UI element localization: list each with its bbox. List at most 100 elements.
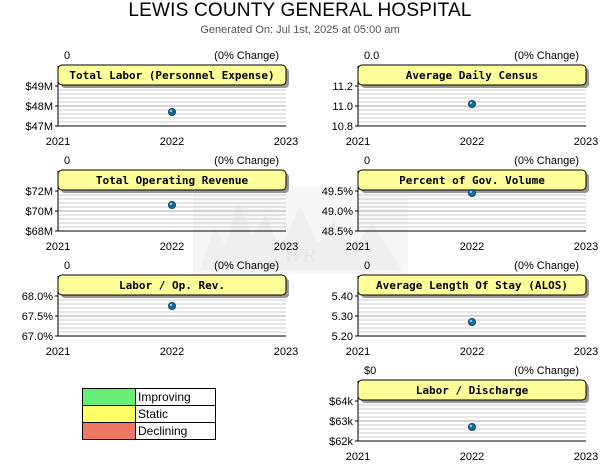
panel-title: Labor / Op. Rev. bbox=[119, 279, 225, 292]
legend: Improving Static Declining bbox=[82, 388, 216, 440]
x-tick-label: 2022 bbox=[460, 451, 484, 463]
x-tick-label: 2021 bbox=[46, 136, 70, 148]
panel-title: Percent of Gov. Volume bbox=[399, 174, 545, 187]
chart-panel-6: 0 (0% Change) 5.20 5.30 5.40 2021 2022 2023 Aver… bbox=[332, 260, 599, 358]
data-point-highlight bbox=[469, 190, 472, 193]
page-title: LEWIS COUNTY GENERAL HOSPITAL bbox=[128, 0, 472, 21]
x-tick-label: 2021 bbox=[346, 346, 370, 358]
panel-change-label: (0% Change) bbox=[214, 155, 279, 167]
panel-change-label: (0% Change) bbox=[514, 50, 579, 62]
x-tick-label: 2021 bbox=[346, 136, 370, 148]
y-tick-label: 5.30 bbox=[332, 311, 353, 323]
y-tick-label: 68.0% bbox=[22, 291, 53, 303]
x-tick-label: 2023 bbox=[274, 346, 298, 358]
panel-value-label: 0.0 bbox=[364, 50, 379, 62]
panel-title: Average Length Of Stay (ALOS) bbox=[376, 279, 568, 292]
x-tick-label: 2023 bbox=[574, 136, 598, 148]
panel-title: Average Daily Census bbox=[406, 69, 538, 82]
chart-panel-7: $0 (0% Change) $62k $63k $64k 2021 2022 2023 Lab… bbox=[329, 365, 598, 463]
chart-panel-4: 0 (0% Change) 48.5% 49.0% 49.5% 2021 2022 2023 P… bbox=[322, 155, 598, 253]
data-point-highlight bbox=[469, 424, 472, 427]
panel-change-label: (0% Change) bbox=[514, 260, 579, 272]
y-tick-label: 49.5% bbox=[322, 186, 353, 198]
chart-panel-3: 0 (0% Change) $68M $70M $72M 2021 2022 2023 Tota… bbox=[25, 155, 298, 253]
x-tick-label: 2022 bbox=[460, 346, 484, 358]
panel-value-label: 0 bbox=[364, 155, 370, 167]
legend-swatch-static bbox=[82, 405, 136, 423]
panel-change-label: (0% Change) bbox=[214, 260, 279, 272]
legend-label-declining: Declining bbox=[135, 422, 216, 440]
y-tick-label: $70M bbox=[25, 206, 53, 218]
x-tick-label: 2023 bbox=[574, 346, 598, 358]
panel-title-box bbox=[57, 169, 287, 191]
panel-title-box bbox=[57, 274, 287, 296]
panel-change-label: (0% Change) bbox=[514, 365, 579, 377]
y-tick-label: 11.2 bbox=[332, 81, 353, 93]
svg-text:WR: WR bbox=[284, 246, 316, 267]
y-tick-label: $48M bbox=[25, 101, 53, 113]
chart-panel-5: 0 (0% Change) 67.0% 67.5% 68.0% 2021 2022 2023 L… bbox=[22, 260, 298, 358]
legend-item-improving: Improving bbox=[82, 388, 216, 406]
x-tick-label: 2023 bbox=[574, 241, 598, 253]
panel-title: Total Operating Revenue bbox=[96, 174, 249, 187]
y-tick-label: $72M bbox=[25, 186, 53, 198]
panel-title-box bbox=[357, 274, 587, 296]
data-point bbox=[167, 108, 176, 117]
x-tick-label: 2021 bbox=[346, 241, 370, 253]
chart-panel-2: 0.0 (0% Change) 10.8 11.0 11.2 2021 2022 2023 Av… bbox=[332, 50, 599, 148]
panel-change-label: (0% Change) bbox=[514, 155, 579, 167]
y-tick-label: 5.40 bbox=[332, 291, 353, 303]
y-tick-label: 48.5% bbox=[322, 226, 353, 238]
panel-value-label: 0 bbox=[64, 155, 70, 167]
y-tick-label: 11.0 bbox=[332, 101, 353, 113]
data-point-highlight bbox=[169, 109, 172, 112]
x-tick-label: 2022 bbox=[460, 241, 484, 253]
x-tick-label: 2021 bbox=[46, 241, 70, 253]
y-tick-label: 49.0% bbox=[322, 206, 353, 218]
legend-label-improving: Improving bbox=[135, 388, 216, 406]
panel-value-label: $0 bbox=[364, 365, 376, 377]
x-tick-label: 2021 bbox=[46, 346, 70, 358]
legend-item-static: Static bbox=[82, 405, 216, 423]
y-tick-label: $49M bbox=[25, 81, 53, 93]
data-point bbox=[167, 301, 176, 310]
y-tick-label: $68M bbox=[25, 226, 53, 238]
data-point-highlight bbox=[469, 319, 472, 322]
legend-swatch-improving bbox=[82, 388, 136, 406]
x-tick-label: 2022 bbox=[460, 136, 484, 148]
legend-item-declining: Declining bbox=[82, 422, 216, 440]
panel-title: Total Labor (Personnel Expense) bbox=[69, 69, 274, 82]
chart-panel-1: 0 (0% Change) $47M $48M $49M 2021 2022 2023 Tota… bbox=[25, 50, 298, 148]
y-tick-label: 67.5% bbox=[22, 311, 53, 323]
panel-change-label: (0% Change) bbox=[214, 50, 279, 62]
panel-title-box bbox=[57, 64, 287, 86]
x-tick-label: 2022 bbox=[160, 346, 184, 358]
x-tick-label: 2023 bbox=[274, 241, 298, 253]
y-tick-label: 67.0% bbox=[22, 331, 53, 343]
generated-timestamp: Generated On: Jul 1st, 2025 at 05:00 am bbox=[200, 24, 400, 36]
panel-title: Labor / Discharge bbox=[416, 384, 529, 397]
panel-value-label: 0 bbox=[64, 260, 70, 272]
panel-title-box bbox=[357, 64, 587, 86]
panel-value-label: 0 bbox=[64, 50, 70, 62]
y-tick-label: $64k bbox=[329, 396, 353, 408]
data-point-highlight bbox=[169, 202, 172, 205]
y-tick-label: $63k bbox=[329, 416, 353, 428]
x-tick-label: 2022 bbox=[160, 136, 184, 148]
data-point-highlight bbox=[169, 303, 172, 306]
data-point-highlight bbox=[469, 101, 472, 104]
data-point bbox=[167, 200, 176, 209]
y-tick-label: 5.20 bbox=[332, 331, 353, 343]
panel-title-box bbox=[357, 379, 587, 401]
legend-label-static: Static bbox=[135, 405, 216, 423]
x-tick-label: 2023 bbox=[574, 451, 598, 463]
panel-value-label: 0 bbox=[364, 260, 370, 272]
data-point bbox=[467, 317, 476, 326]
x-tick-label: 2023 bbox=[274, 136, 298, 148]
y-tick-label: $62k bbox=[329, 436, 353, 448]
watermark-logo: WR bbox=[193, 186, 408, 274]
y-tick-label: $47M bbox=[25, 121, 53, 133]
y-tick-label: 10.8 bbox=[332, 121, 353, 133]
data-point bbox=[467, 100, 476, 109]
